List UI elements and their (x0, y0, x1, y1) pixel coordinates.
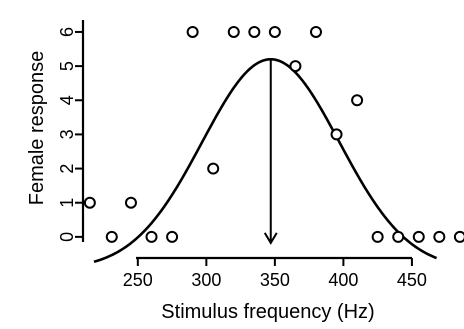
x-tick-label-450: 450 (397, 270, 427, 290)
data-point-17 (433, 230, 446, 243)
data-point-3 (145, 230, 158, 243)
data-point-0 (83, 196, 96, 209)
data-point-10 (289, 60, 302, 73)
data-point-5 (186, 25, 199, 38)
y-axis-ticks: 0 1 2 3 4 5 6 (57, 27, 83, 242)
data-point-13 (351, 94, 364, 107)
data-point-12 (330, 128, 343, 141)
x-tick-label-250: 250 (123, 270, 153, 290)
y-tick-label-4: 4 (57, 95, 77, 105)
data-point-8 (248, 25, 261, 38)
data-point-4 (166, 230, 179, 243)
x-axis-title: Stimulus frequency (Hz) (161, 301, 374, 323)
data-point-18 (453, 230, 464, 243)
y-tick-label-1: 1 (57, 198, 77, 208)
y-tick-label-3: 3 (57, 129, 77, 139)
data-point-6 (207, 162, 220, 175)
data-point-9 (268, 25, 281, 38)
x-tick-label-400: 400 (328, 270, 358, 290)
x-tick-label-350: 350 (260, 270, 290, 290)
data-point-15 (392, 230, 405, 243)
plot-area (83, 25, 464, 264)
peak-arrow-head (263, 232, 278, 245)
data-point-2 (124, 196, 137, 209)
y-tick-label-0: 0 (57, 232, 77, 242)
y-tick-label-6: 6 (57, 27, 77, 37)
data-point-14 (371, 230, 384, 243)
y-tick-label-5: 5 (57, 61, 77, 71)
y-axis-title: Female response (26, 51, 48, 206)
x-axis-ticks: 250 300 350 400 450 (123, 258, 427, 290)
data-point-11 (309, 25, 322, 38)
data-point-16 (412, 230, 425, 243)
y-tick-label-2: 2 (57, 164, 77, 174)
x-tick-label-300: 300 (191, 270, 221, 290)
data-point-7 (227, 25, 240, 38)
data-point-1 (105, 230, 118, 243)
fitted-curve (93, 57, 438, 264)
